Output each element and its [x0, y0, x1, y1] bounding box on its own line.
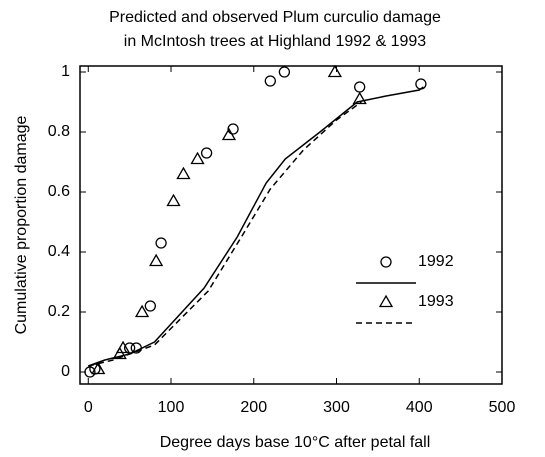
marker	[200, 147, 213, 159]
y-tick-label: 0.4	[48, 243, 70, 260]
x-tick-label: 400	[406, 399, 433, 416]
marker	[176, 166, 191, 180]
model-line	[88, 86, 424, 367]
marker	[264, 75, 276, 87]
chart-title: Predicted and observed Plum curculio dam…	[109, 9, 441, 26]
chart-title: in McIntosh trees at Highland 1992 & 199…	[124, 33, 427, 50]
y-tick-label: 0	[61, 363, 70, 380]
x-tick-label: 100	[158, 399, 185, 416]
marker	[190, 151, 205, 165]
y-tick-label: 0.6	[48, 183, 70, 200]
y-tick-label: 0.2	[48, 303, 70, 320]
y-tick-label: 1	[61, 63, 70, 80]
legend-label: 1992	[418, 253, 454, 270]
x-tick-label: 0	[84, 399, 93, 416]
marker	[352, 91, 367, 105]
marker	[278, 66, 291, 78]
y-tick-label: 0.8	[48, 123, 70, 140]
x-tick-label: 500	[489, 399, 516, 416]
marker	[130, 342, 142, 354]
legend-marker	[378, 294, 394, 308]
legend-marker	[380, 256, 392, 268]
marker	[149, 253, 164, 267]
model-line	[88, 101, 362, 367]
marker	[221, 127, 237, 141]
marker	[155, 237, 167, 249]
plot-frame	[79, 65, 503, 385]
x-tick-label: 300	[323, 399, 350, 416]
marker	[327, 64, 342, 78]
marker	[112, 346, 127, 360]
y-axis-label: Cumulative proportion damage	[13, 116, 30, 335]
marker	[144, 300, 156, 312]
marker	[166, 193, 181, 207]
marker	[227, 123, 239, 135]
legend-label: 1993	[418, 293, 454, 310]
marker	[134, 304, 150, 318]
marker	[354, 81, 366, 93]
x-axis-label: Degree days base 10°C after petal fall	[160, 434, 431, 451]
marker	[415, 78, 427, 90]
marker	[91, 361, 106, 375]
x-tick-label: 200	[240, 399, 267, 416]
marker	[115, 340, 131, 354]
